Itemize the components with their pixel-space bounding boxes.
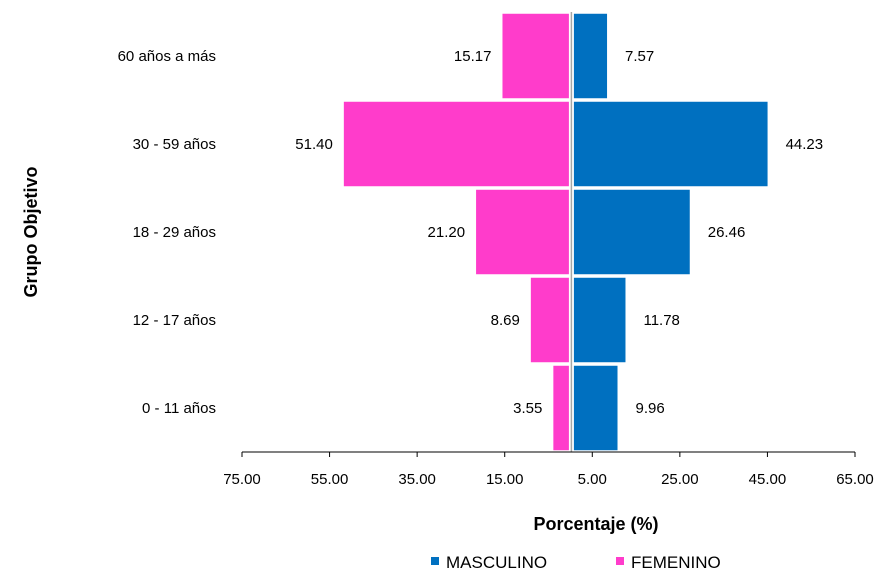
x-tick-label-4: 5.00: [578, 471, 607, 488]
value-labels-layer: 7.57 15.17 44.23 51.40 26.46 21.20 11.78 8.69 9.…: [295, 48, 823, 417]
femenino-bar-0: [502, 13, 569, 99]
femenino-bar-3: [530, 277, 569, 363]
legend: MASCULINO FEMENINO: [431, 553, 721, 572]
masculino-value-label-0: 7.57: [625, 48, 654, 65]
legend-swatch-femenino: [616, 557, 624, 565]
femenino-bar-1: [343, 101, 569, 187]
legend-label-masculino: MASCULINO: [446, 553, 547, 572]
masculino-value-label-2: 26.46: [708, 224, 746, 241]
masculino-value-label-1: 44.23: [786, 136, 824, 153]
femenino-value-label-3: 8.69: [491, 312, 520, 329]
masculino-bar-0: [573, 13, 608, 99]
category-label-2: 18 - 29 años: [133, 224, 216, 241]
x-tick-label-3: 15.00: [486, 471, 524, 488]
category-labels-layer: 60 años a más 30 - 59 años 18 - 29 años 12 …: [118, 48, 216, 417]
category-label-4: 0 - 11 años: [142, 400, 216, 417]
femenino-value-label-4: 3.55: [513, 400, 542, 417]
legend-swatch-masculino: [431, 557, 439, 565]
femenino-value-label-1: 51.40: [295, 136, 333, 153]
category-label-1: 30 - 59 años: [133, 136, 216, 153]
x-tick-labels: 75.00 55.00 35.00 15.00 5.00 25.00 45.00 65.00: [223, 452, 874, 488]
category-label-0: 60 años a más: [118, 48, 216, 65]
x-tick-label-0: 75.00: [223, 471, 261, 488]
x-axis-title: Porcentaje (%): [533, 514, 658, 534]
femenino-bar-2: [476, 189, 569, 275]
legend-label-femenino: FEMENINO: [631, 553, 721, 572]
x-tick-label-6: 45.00: [749, 471, 787, 488]
x-tick-label-5: 25.00: [661, 471, 699, 488]
x-tick-label-7: 65.00: [836, 471, 874, 488]
masculino-value-label-3: 11.78: [643, 312, 679, 329]
category-label-3: 12 - 17 años: [133, 312, 216, 329]
masculino-bar-1: [573, 101, 768, 187]
bars-layer: [343, 13, 768, 451]
x-tick-label-2: 35.00: [398, 471, 436, 488]
masculino-bar-3: [573, 277, 626, 363]
femenino-bar-4: [553, 365, 569, 451]
x-tick-label-1: 55.00: [311, 471, 349, 488]
masculino-bar-2: [573, 189, 690, 275]
masculino-bar-4: [573, 365, 618, 451]
masculino-value-label-4: 9.96: [636, 400, 665, 417]
y-axis-title: Grupo Objetivo: [21, 166, 41, 297]
femenino-value-label-2: 21.20: [428, 224, 466, 241]
femenino-value-label-0: 15.17: [454, 48, 492, 65]
